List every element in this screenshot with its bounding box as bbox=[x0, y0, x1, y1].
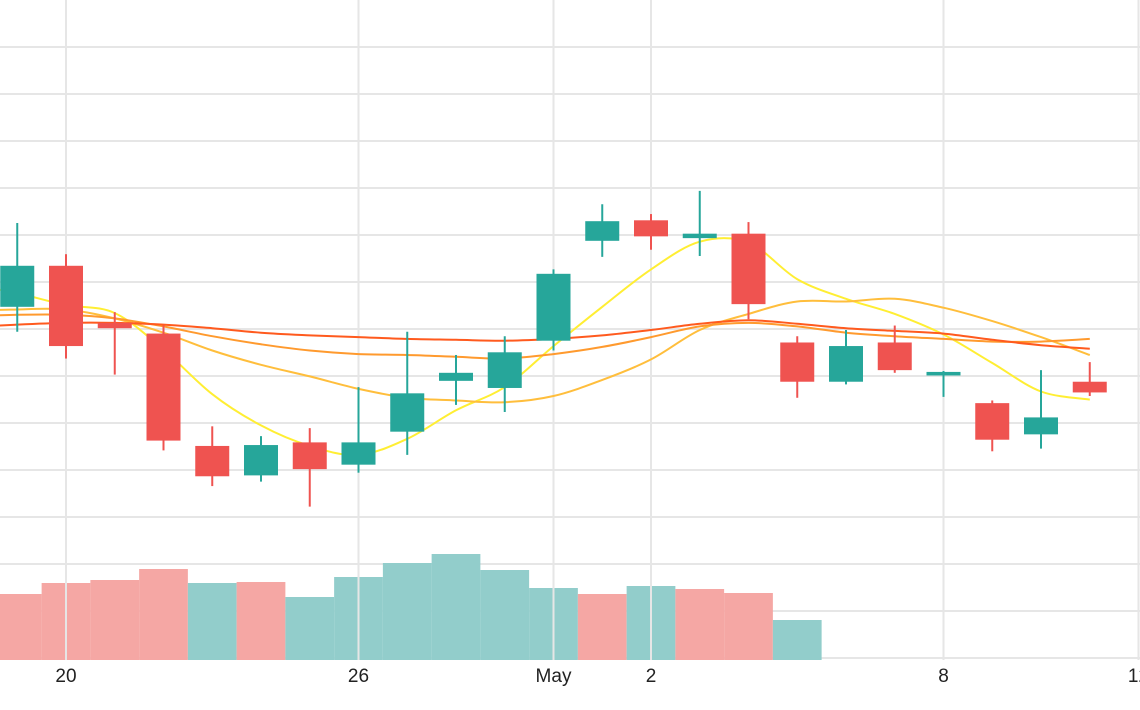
volume-bar bbox=[236, 582, 286, 660]
candle bbox=[536, 269, 571, 351]
candle-body bbox=[0, 265, 35, 307]
candle bbox=[49, 254, 83, 359]
candle bbox=[195, 426, 230, 487]
candle-body bbox=[1024, 417, 1058, 435]
candle-body bbox=[146, 333, 181, 441]
candles bbox=[0, 190, 1107, 507]
candle-body bbox=[292, 442, 327, 470]
candle bbox=[780, 336, 815, 398]
candle bbox=[0, 222, 35, 332]
volume-bar bbox=[139, 569, 188, 660]
candle-body bbox=[439, 372, 473, 381]
volume-bar bbox=[90, 580, 140, 660]
candle-body bbox=[390, 393, 425, 432]
candle bbox=[146, 325, 181, 451]
x-tick-label: May bbox=[536, 666, 572, 687]
volume-bar bbox=[431, 554, 481, 660]
candle-body bbox=[829, 346, 863, 382]
candle bbox=[926, 371, 961, 397]
x-tick-label: 20 bbox=[55, 666, 76, 687]
candle-body bbox=[682, 233, 717, 239]
candle bbox=[487, 336, 522, 413]
candle bbox=[97, 312, 132, 375]
candle-body bbox=[975, 403, 1010, 440]
candle-body bbox=[585, 221, 620, 241]
candle bbox=[390, 331, 425, 455]
candle-body bbox=[195, 445, 230, 477]
candle bbox=[975, 400, 1010, 452]
candle bbox=[877, 325, 912, 373]
candle-body bbox=[877, 342, 912, 371]
volume-bars bbox=[0, 554, 822, 660]
volume-bar bbox=[382, 563, 432, 660]
volume-bar bbox=[285, 597, 335, 660]
candle-body bbox=[97, 322, 132, 329]
volume-bar bbox=[724, 593, 773, 660]
candle bbox=[292, 428, 327, 507]
volume-bar bbox=[577, 594, 627, 660]
candle bbox=[829, 330, 863, 385]
candle bbox=[1072, 362, 1107, 396]
x-tick-label: 26 bbox=[348, 666, 369, 687]
x-tick-label: 12 bbox=[1128, 666, 1140, 687]
candle bbox=[634, 214, 668, 250]
candle-body bbox=[926, 371, 961, 376]
candle bbox=[1024, 370, 1058, 449]
candle-body bbox=[780, 342, 815, 382]
volume-bar bbox=[772, 620, 822, 660]
volume-bar bbox=[480, 570, 530, 660]
candle-body bbox=[49, 265, 83, 347]
candle bbox=[585, 204, 620, 257]
candle-body bbox=[731, 233, 766, 305]
volume-bar bbox=[675, 589, 725, 660]
candle bbox=[439, 354, 473, 405]
candle-body bbox=[634, 220, 668, 237]
candle bbox=[244, 436, 278, 482]
x-tick-label: 8 bbox=[938, 666, 949, 687]
x-axis: 2026May281218 bbox=[55, 666, 1140, 687]
candle-body bbox=[487, 352, 522, 388]
candle bbox=[682, 190, 717, 256]
volume-bar bbox=[0, 594, 42, 660]
candle-body bbox=[341, 442, 376, 465]
candle-body bbox=[1072, 381, 1107, 393]
x-tick-label: 2 bbox=[646, 666, 657, 687]
candle-body bbox=[244, 445, 278, 476]
volume-bar bbox=[187, 583, 237, 660]
candle bbox=[731, 222, 766, 320]
candle-body bbox=[536, 273, 571, 341]
candle bbox=[341, 387, 376, 473]
